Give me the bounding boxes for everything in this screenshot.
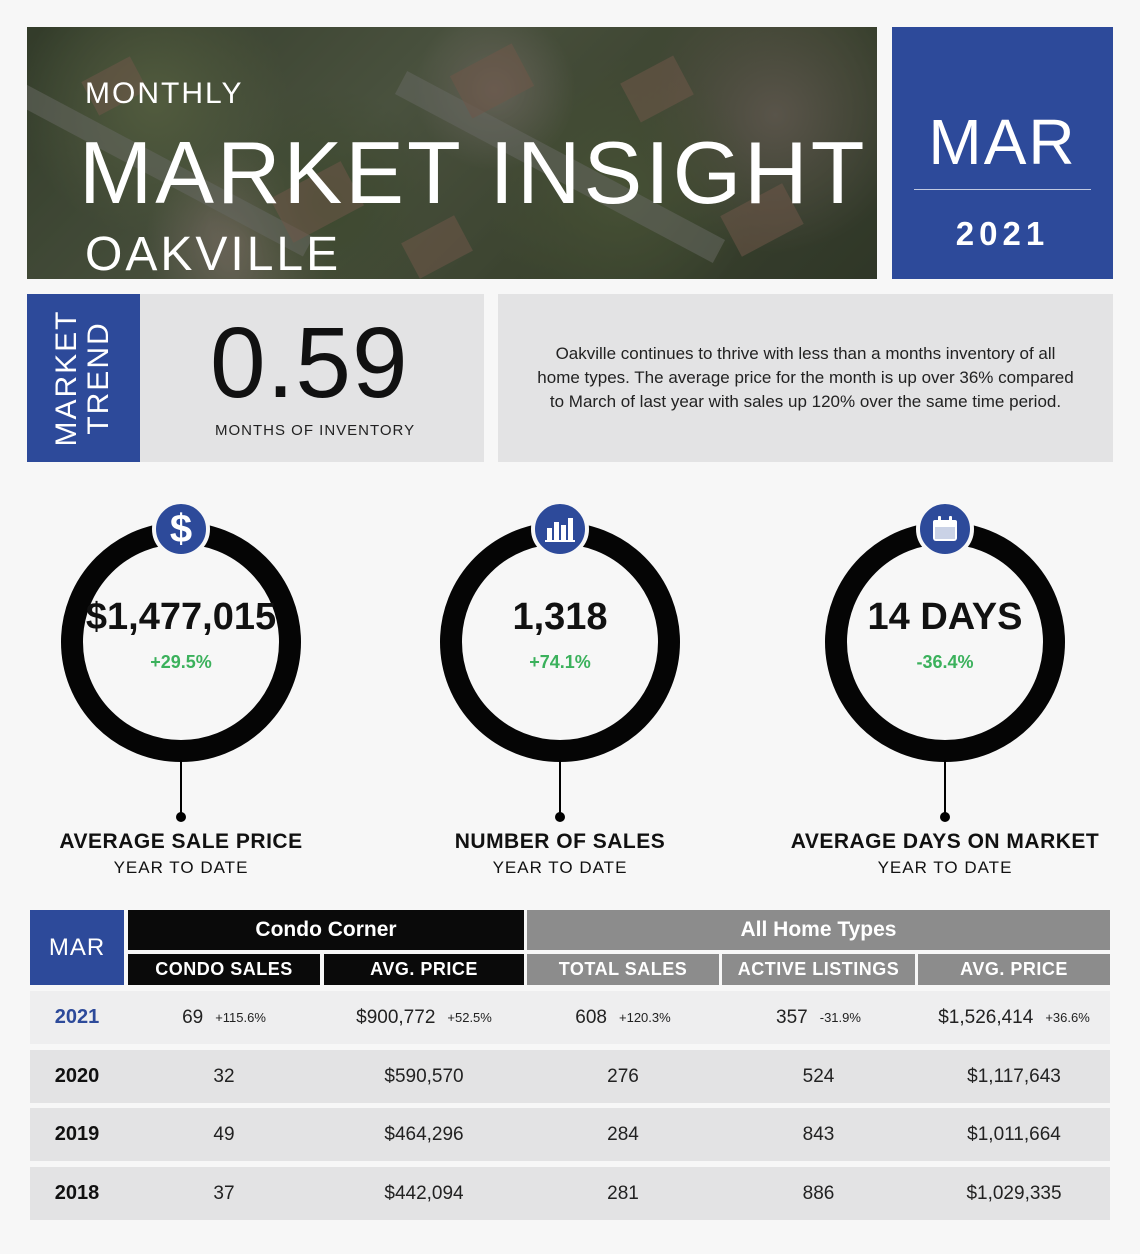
- table-month-label: MAR: [30, 910, 124, 985]
- report-year: 2021: [955, 215, 1050, 252]
- table-cell: 357 -31.9%: [776, 1006, 861, 1028]
- row-year: 2018: [54, 1182, 100, 1204]
- table-cell: 608 +120.3%: [575, 1006, 671, 1028]
- table-cell: 276: [607, 1065, 639, 1087]
- kpi-average-sale-price: $ $1,477,015 +29.5% AVERAGE SALE PRICE Y…: [59, 500, 302, 880]
- date-divider: [914, 189, 1091, 190]
- calendar-icon: [916, 500, 974, 558]
- market-trend-label: MARKET TREND: [50, 309, 115, 447]
- kpi-ring: [61, 522, 301, 762]
- kpi-sublabel: YEAR TO DATE: [113, 858, 249, 877]
- inventory-box: 0.59 MONTHS OF INVENTORY: [140, 294, 484, 462]
- col-header-condo-avg-price: AVG. PRICE: [324, 954, 524, 985]
- table-cell: 37: [213, 1182, 235, 1204]
- table-cell: 281: [607, 1182, 639, 1204]
- table-cell: $1,526,414 +36.6%: [938, 1006, 1090, 1028]
- market-summary-text: Oakville continues to thrive with less t…: [537, 344, 1074, 411]
- hero-banner: MONTHLY MARKET INSIGHT OAKVILLE: [27, 27, 877, 279]
- kpi-change: -36.4%: [916, 652, 974, 672]
- table-cell: $1,011,664: [967, 1123, 1061, 1145]
- col-header-active-listings: ACTIVE LISTINGS: [722, 954, 915, 985]
- table-row: [30, 991, 1110, 1044]
- table-cell: 69 +115.6%: [182, 1006, 266, 1028]
- condo-corner-header: Condo Corner: [128, 910, 524, 950]
- table-cell: 32: [213, 1065, 235, 1087]
- kpi-sublabel: YEAR TO DATE: [877, 858, 1013, 877]
- date-box: MAR 2021: [892, 27, 1113, 279]
- city-name: OAKVILLE: [85, 228, 342, 279]
- kpi-value: 1,318: [512, 596, 608, 638]
- table-cell: $900,772 +52.5%: [356, 1006, 492, 1028]
- kpi-stem: [944, 760, 946, 815]
- kpi-sublabel: YEAR TO DATE: [492, 858, 628, 877]
- kpi-value: 14 DAYS: [867, 596, 1023, 638]
- page-title: MARKET INSIGHT: [79, 123, 868, 222]
- kpi-value: $1,477,015: [85, 596, 277, 638]
- col-header-total-sales: TOTAL SALES: [527, 954, 719, 985]
- kpi-dot: [555, 812, 565, 822]
- market-summary-box: Oakville continues to thrive with less t…: [498, 294, 1113, 462]
- kpi-stem: [180, 760, 182, 815]
- row-year: 2020: [54, 1065, 100, 1087]
- table-cell: $464,296: [384, 1123, 464, 1145]
- months-of-inventory-caption: MONTHS OF INVENTORY: [215, 422, 416, 439]
- hero-monthly-label: MONTHLY: [85, 77, 244, 110]
- table-cell: $1,029,335: [966, 1182, 1062, 1204]
- col-header-condo-sales: CONDO SALES: [128, 954, 320, 985]
- kpi-change: +74.1%: [529, 652, 591, 672]
- col-header-avg-price: AVG. PRICE: [918, 954, 1110, 985]
- market-trend-label-box: MARKET TREND: [27, 294, 140, 462]
- row-year: 2021: [54, 1006, 100, 1028]
- dollar-icon: $: [152, 500, 210, 558]
- table-row: [30, 1050, 1110, 1103]
- table-cell: $590,570: [384, 1065, 464, 1087]
- kpi-label: AVERAGE DAYS ON MARKET: [790, 830, 1100, 853]
- kpi-number-of-sales: 1,318 +74.1% NUMBER OF SALES YEAR TO DAT…: [440, 500, 680, 880]
- kpi-average-days-on-market: 14 DAYS -36.4% AVERAGE DAYS ON MARKET YE…: [791, 500, 1099, 880]
- table-cell: 284: [607, 1123, 639, 1145]
- kpi-dot: [940, 812, 950, 822]
- kpi-ring: [825, 522, 1065, 762]
- table-cell: $442,094: [384, 1182, 464, 1204]
- kpi-label: AVERAGE SALE PRICE: [59, 830, 303, 853]
- table-cell: 524: [802, 1065, 835, 1087]
- table-row: [30, 1108, 1110, 1161]
- kpi-label: NUMBER OF SALES: [454, 830, 666, 853]
- table-cell: $1,117,643: [967, 1065, 1061, 1087]
- table-cell: 843: [802, 1123, 835, 1145]
- report-month: MAR: [928, 106, 1077, 178]
- table-cell: 886: [802, 1182, 835, 1204]
- kpi-dot: [176, 812, 186, 822]
- months-of-inventory-value: 0.59: [210, 307, 409, 419]
- all-home-types-header: All Home Types: [527, 910, 1110, 950]
- kpi-stem: [559, 760, 561, 815]
- kpi-ring: [440, 522, 680, 762]
- kpi-change: +29.5%: [150, 652, 212, 672]
- bar-chart-icon: [531, 500, 589, 558]
- row-year: 2019: [54, 1123, 100, 1145]
- table-cell: 49: [213, 1123, 235, 1145]
- table-row: [30, 1167, 1110, 1220]
